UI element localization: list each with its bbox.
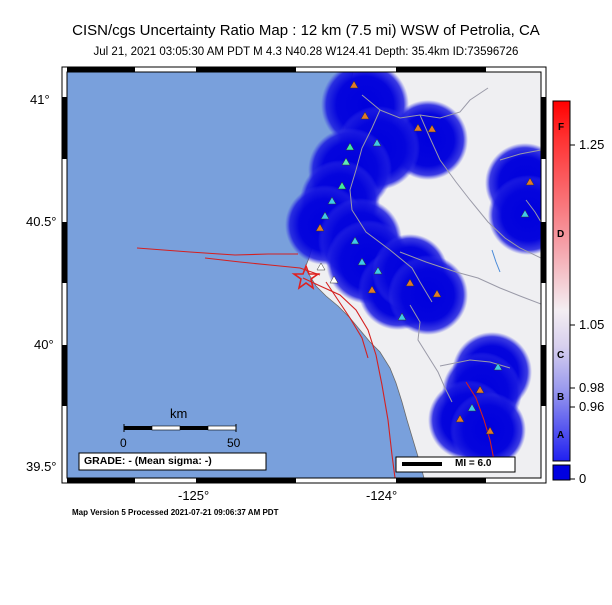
station-marker — [320, 211, 330, 220]
station-marker — [345, 142, 355, 151]
scale-tick-label: 50 — [227, 436, 241, 450]
lat-label: 40° — [34, 337, 54, 352]
station-marker — [316, 262, 326, 271]
station-marker — [337, 181, 347, 190]
lat-label: 40.5° — [26, 214, 57, 229]
scale-tick-label: 0 — [120, 436, 127, 450]
event-info: Jul 21, 2021 03:05:30 AM PDT M 4.3 N40.2… — [93, 46, 519, 58]
station-marker — [520, 209, 530, 218]
lon-label: -124° — [366, 488, 398, 503]
colorbar-grade-letter: A — [557, 430, 565, 441]
station-marker — [405, 278, 415, 287]
station-marker — [485, 426, 495, 435]
station-marker — [413, 123, 423, 132]
station-marker — [372, 138, 382, 147]
station-marker — [327, 196, 337, 205]
colorbar-value-label: 1.25 — [579, 137, 605, 152]
lon-label: -125° — [178, 488, 210, 503]
colorbar-grade-letter: C — [557, 350, 565, 361]
colorbar-value-label: 0.98 — [579, 380, 605, 395]
fault-lines — [136, 247, 495, 478]
station-marker — [467, 403, 477, 412]
colorbar-value-label: 0 — [579, 471, 587, 486]
uncertainty-areas — [285, 72, 541, 468]
lat-label: 41° — [30, 92, 50, 107]
station-marker — [350, 236, 360, 245]
station-marker — [427, 124, 437, 133]
colorbar-value-label: 0.96 — [579, 399, 605, 414]
map-title: CISN/cgs Uncertainty Ratio Map : 12 km (… — [72, 22, 540, 39]
map-area — [67, 72, 541, 478]
station-marker — [493, 362, 503, 371]
colorbar-grade-letter: D — [557, 229, 565, 240]
station-marker — [341, 157, 351, 166]
mi-legend-text: MI = 6.0 — [455, 458, 492, 469]
colorbar-grade-letter: B — [557, 392, 565, 403]
processing-footer: Map Version 5 Processed 2021-07-21 09:06… — [72, 508, 279, 517]
station-marker — [373, 266, 383, 275]
station-marker — [432, 289, 442, 298]
boundaries — [349, 87, 541, 403]
station-marker — [329, 275, 339, 284]
station-marker — [360, 111, 370, 120]
scale-bar — [123, 424, 237, 432]
map-frame — [61, 66, 547, 484]
station-marker — [315, 223, 325, 232]
epicenter-star — [291, 263, 321, 290]
mi-legend-frame — [395, 456, 516, 473]
station-marker — [525, 177, 535, 186]
lat-label: 39.5° — [26, 459, 57, 474]
scale-unit-label: km — [170, 406, 188, 421]
station-marker — [357, 257, 367, 266]
colorbar-value-label: 1.05 — [579, 317, 605, 332]
station-marker — [455, 414, 465, 423]
station-marker — [367, 285, 377, 294]
grade-text: GRADE: - (Mean sigma: -) — [84, 455, 212, 467]
station-marker — [349, 80, 359, 89]
grade-box-frame — [78, 452, 267, 471]
station-marker — [475, 385, 485, 394]
colorbar — [552, 100, 575, 481]
colorbar-grade-letter: F — [558, 122, 565, 133]
station-marker — [397, 312, 407, 321]
stations — [315, 80, 535, 435]
